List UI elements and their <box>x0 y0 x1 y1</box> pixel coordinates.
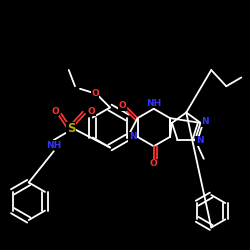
Text: NH: NH <box>146 99 162 108</box>
Text: S: S <box>67 122 76 135</box>
Text: N: N <box>196 136 203 145</box>
Text: NH: NH <box>46 140 62 149</box>
Text: O: O <box>91 89 99 98</box>
Text: O: O <box>88 107 95 116</box>
Text: N: N <box>201 117 209 126</box>
Text: N: N <box>129 132 136 141</box>
Text: O: O <box>119 101 126 110</box>
Text: O: O <box>150 159 158 168</box>
Text: O: O <box>51 107 59 116</box>
